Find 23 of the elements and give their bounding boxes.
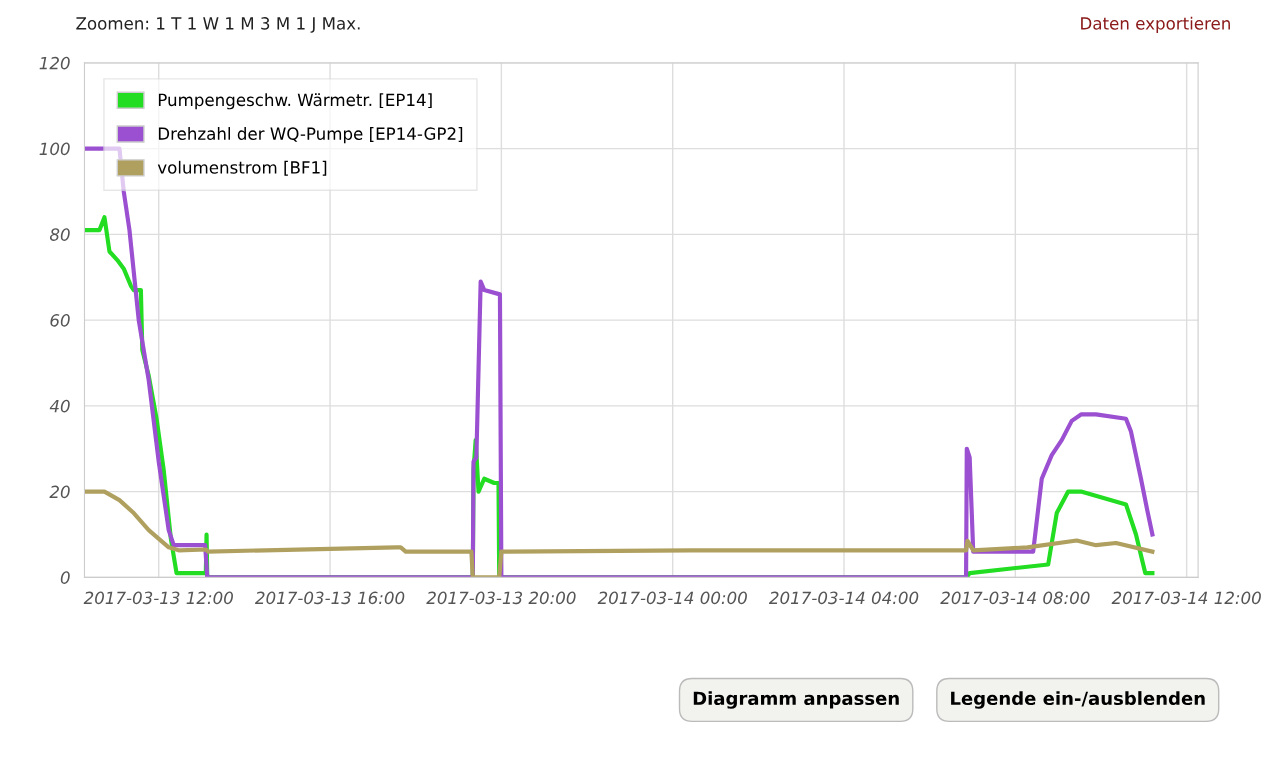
y-tick-label: 100 [39,142,70,156]
y-tick-label: 120 [39,56,70,70]
x-tick-label: 2017-03-14 08:00 [940,591,1090,605]
y-tick-label: 40 [49,399,70,413]
legend-label: Pumpengeschw. Wärmetr. [EP14] [158,93,432,110]
y-tick-label: 60 [50,314,70,327]
text: Legende ein-/ausblenden [951,691,1205,709]
y-tick-label: 0 [60,571,70,584]
text: Zoomen: 1 T 1 W 1 M 3 M 1 J Max. [76,17,360,33]
x-tick-label: 2017-03-13 20:00 [426,591,576,605]
legend-label: Drehzahl der WQ-Pumpe [EP14-GP2] [158,127,463,144]
x-tick-label: 2017-03-14 04:00 [768,591,919,605]
x-tick-label: 2017-03-13 12:00 [83,591,233,605]
legend-label: volumenstrom [BF1] [157,160,327,176]
text: Daten exportieren [1081,16,1230,33]
line-series [84,489,1155,578]
x-tick-label: 2017-03-14 12:00 [1111,591,1261,605]
x-tick-label: 2017-03-13 16:00 [255,591,405,605]
text: Diagramm anpassen [693,691,899,709]
line-series [84,146,1155,578]
x-tick-label: 2017-03-14 00:00 [597,591,747,605]
y-tick-label: 80 [49,228,70,241]
y-tick-label: 20 [49,485,70,499]
